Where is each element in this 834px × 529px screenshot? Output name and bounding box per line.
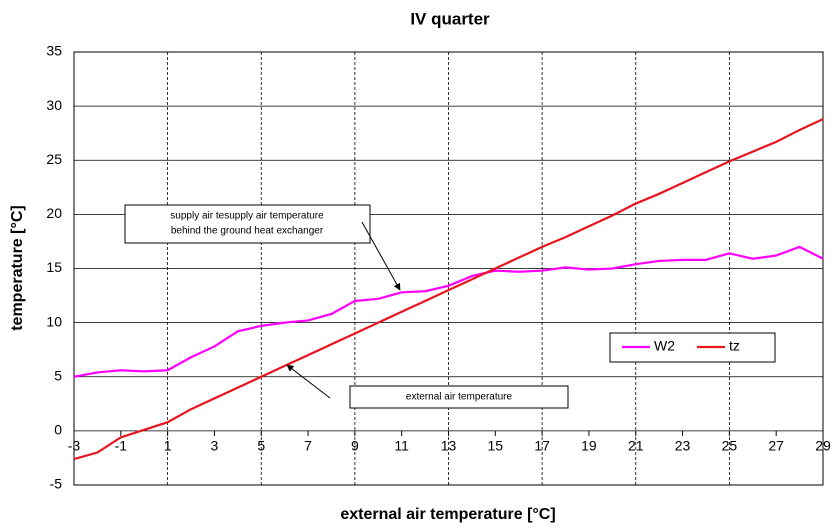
line-series [73, 245, 824, 378]
y-tick-label: 30 [46, 97, 62, 113]
x-tick-label: 13 [441, 438, 457, 454]
annotation-box [349, 385, 569, 409]
x-tick-label: 23 [675, 438, 691, 454]
chart-title: IV quarter [410, 9, 490, 28]
y-tick-label: 35 [46, 43, 62, 59]
x-tick-label: 25 [722, 438, 738, 454]
x-tick-label: 11 [394, 438, 409, 454]
annotation-text: external air temperature [406, 392, 513, 403]
y-axis-label: temperature [°C] [9, 205, 26, 331]
x-tick-label: 21 [628, 438, 644, 454]
annotation-arrow [286, 364, 331, 399]
y-tick-label: -5 [50, 476, 63, 492]
x-tick-label: 7 [304, 438, 312, 454]
x-tick-label: 3 [211, 438, 219, 454]
annotation-text: supply air tesupply air temperature [170, 211, 324, 222]
y-tick-label: 0 [54, 422, 62, 438]
legend-label: tz [729, 338, 740, 354]
x-tick-label: 15 [488, 438, 504, 454]
x-tick-label: 29 [815, 438, 831, 454]
y-tick-label: 20 [46, 205, 62, 221]
y-tick-label: 15 [46, 259, 62, 275]
x-tick-label: 19 [581, 438, 597, 454]
annotation-arrow [361, 221, 401, 291]
y-tick-label: 5 [54, 367, 62, 383]
x-tick-label: 27 [768, 438, 784, 454]
line-series [73, 118, 824, 461]
x-tick-label: 17 [534, 438, 550, 454]
legend-label: W2 [654, 338, 675, 354]
x-axis-label: external air temperature [°C] [340, 506, 555, 523]
annotation-text: behind the ground heat exchanger [171, 226, 324, 237]
x-tick-label: -3 [68, 438, 81, 454]
x-tick-label: 9 [351, 438, 359, 454]
y-tick-label: 10 [46, 313, 62, 329]
x-tick-label: 1 [164, 438, 172, 454]
annotation-box [124, 204, 371, 244]
x-tick-label: 5 [257, 438, 265, 454]
y-tick-label: 25 [46, 151, 62, 167]
x-tick-label: -1 [115, 438, 128, 454]
